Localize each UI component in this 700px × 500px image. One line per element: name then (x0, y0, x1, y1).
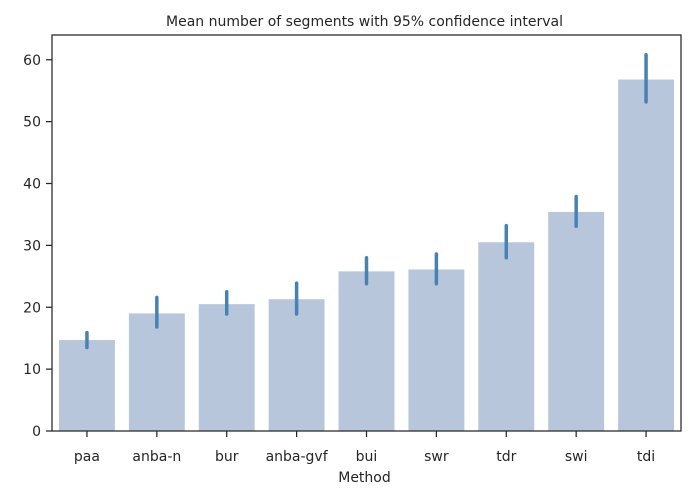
bar-paa (58, 340, 115, 431)
bar-bur (198, 304, 255, 431)
x-axis: paa anba-n bur anba-gvf bui swr tdr swi tdi (74, 431, 655, 465)
x-tick-label-anba-n: anba-n (132, 449, 181, 465)
y-tick-label-60: 60 (23, 53, 41, 69)
plot-frame (51, 34, 682, 432)
y-tick-label-40: 40 (23, 177, 41, 193)
x-tick-label-tdr: tdr (496, 449, 516, 465)
bar-tdr (478, 242, 535, 431)
y-tick-label-20: 20 (23, 300, 41, 316)
x-tick-label-bur: bur (215, 449, 239, 465)
y-tick-label-30: 30 (23, 238, 41, 254)
y-tick-label-0: 0 (32, 424, 41, 440)
x-tick-label-paa: paa (74, 449, 100, 465)
bars-layer (58, 79, 675, 432)
x-axis-label: Method (338, 470, 391, 486)
y-axis: 0 10 20 30 40 50 60 (23, 53, 52, 440)
bar-bui (338, 271, 395, 431)
x-tick-label-tdi: tdi (637, 449, 655, 465)
x-tick-label-swr: swr (424, 449, 449, 465)
x-tick-label-bui: bui (356, 449, 378, 465)
y-tick-label-10: 10 (23, 362, 41, 378)
bar-anba-gvf (268, 299, 325, 431)
y-tick-label-50: 50 (23, 115, 41, 131)
x-tick-label-swi: swi (565, 449, 588, 465)
bar-swr (408, 269, 465, 431)
bar-swi (548, 211, 605, 431)
chart-title: Mean number of segments with 95% confide… (166, 14, 563, 30)
errorbars-layer (85, 53, 648, 350)
bar-anba-n (128, 313, 185, 431)
bar-tdi (618, 79, 675, 432)
x-tick-label-anba-gvf: anba-gvf (266, 449, 329, 465)
